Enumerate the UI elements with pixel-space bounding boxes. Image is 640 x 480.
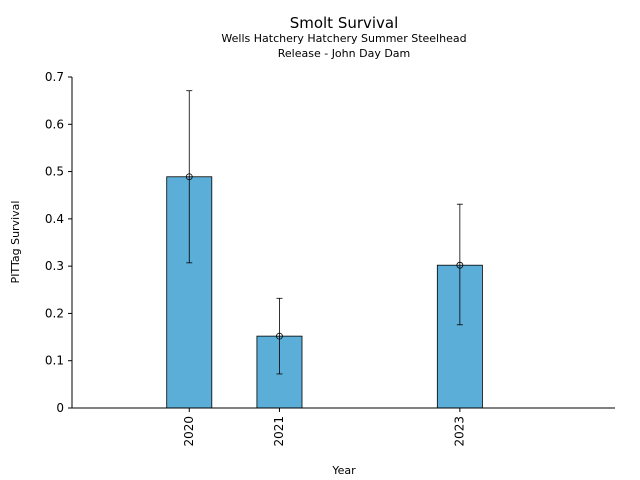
x-tick-label-2020: 2020 xyxy=(182,416,196,447)
x-axis-ticks: 2020 2021 2023 xyxy=(182,408,466,447)
x-tick-label-2021: 2021 xyxy=(272,416,286,447)
y-tick-label-1: 0.1 xyxy=(45,354,64,368)
chart-subtitle-line-2: Release - John Day Dam xyxy=(278,47,411,60)
y-tick-label-6: 0.6 xyxy=(45,117,64,131)
y-tick-label-5: 0.5 xyxy=(45,165,64,179)
x-tick-label-2023: 2023 xyxy=(452,416,466,447)
point-markers-layer xyxy=(185,173,464,340)
plot-area xyxy=(166,90,483,409)
y-tick-label-4: 0.4 xyxy=(45,212,64,226)
y-tick-label-2: 0.2 xyxy=(45,306,64,320)
error-bars-layer xyxy=(186,90,463,375)
y-tick-label-3: 0.3 xyxy=(45,259,64,273)
point-marker-2021 xyxy=(276,332,283,340)
y-tick-label-7: 0.7 xyxy=(45,70,64,84)
x-axis-label: Year xyxy=(331,464,356,477)
y-axis-ticks: 0 0.1 0.2 0.3 0.4 0.5 0.6 0.7 xyxy=(45,70,72,415)
point-marker-2023 xyxy=(456,261,464,269)
chart-title: Smolt Survival xyxy=(290,14,399,32)
y-axis-label: PITTag Survival xyxy=(9,201,22,284)
y-tick-label-0: 0 xyxy=(56,401,64,415)
chart-subtitle-line-1: Wells Hatchery Hatchery Summer Steelhead xyxy=(221,32,466,45)
point-marker-2020 xyxy=(185,173,193,181)
